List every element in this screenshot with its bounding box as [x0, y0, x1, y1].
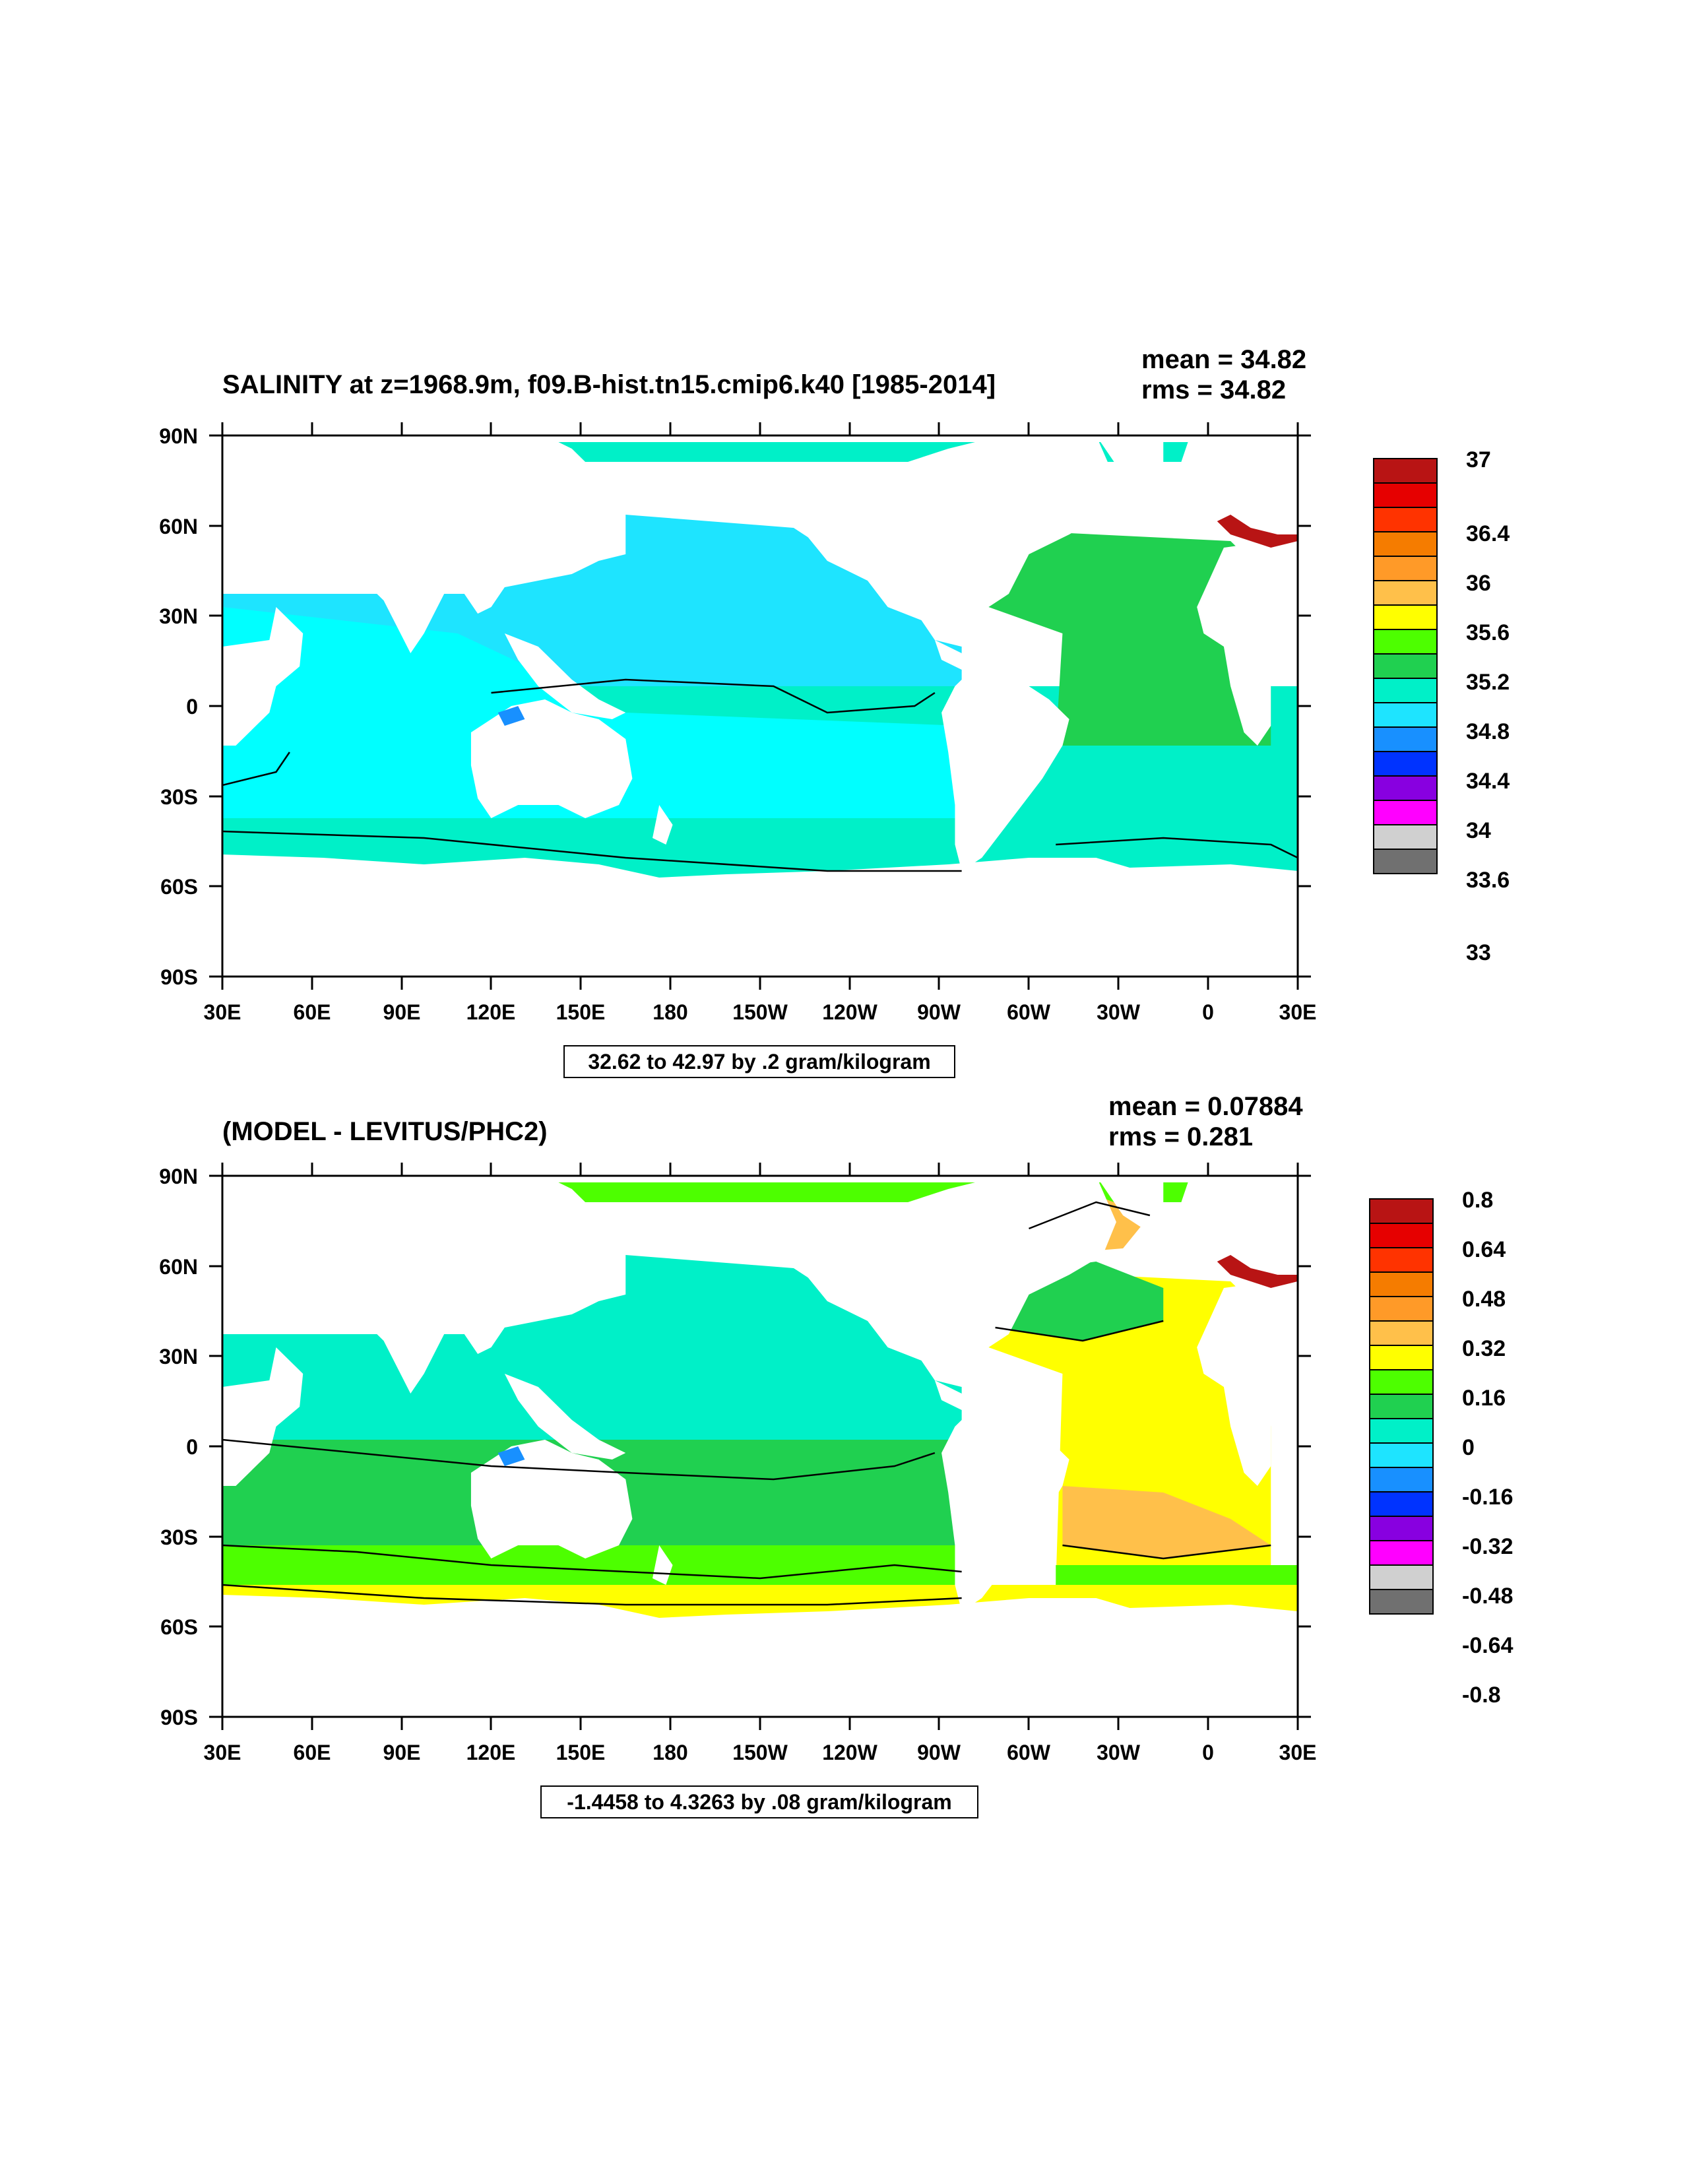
svg-text:30S: 30S [160, 1526, 198, 1549]
svg-text:-0.48: -0.48 [1462, 1584, 1514, 1609]
svg-text:-0.16: -0.16 [1462, 1485, 1514, 1510]
colorbar-labels: 0.8 0.64 0.48 0.32 0.16 0 -0.16 -0.32 -0… [1462, 1188, 1514, 1708]
mediterranean-high [1217, 515, 1298, 548]
svg-text:60W: 60W [1007, 1741, 1051, 1764]
svg-text:-0.32: -0.32 [1462, 1534, 1514, 1559]
lon-ticks [209, 1163, 1311, 1730]
svg-text:60E: 60E [294, 1000, 331, 1024]
svg-text:36: 36 [1466, 571, 1491, 596]
svg-text:90S: 90S [160, 965, 198, 989]
panel-title: SALINITY at z=1968.9m, f09.B-hist.tn15.c… [222, 370, 996, 399]
svg-text:0.16: 0.16 [1462, 1386, 1506, 1411]
svg-text:0.32: 0.32 [1462, 1336, 1506, 1361]
svg-text:120E: 120E [466, 1741, 516, 1764]
mean-label: mean = 34.82 [1141, 345, 1306, 374]
panel-title: (MODEL - LEVITUS/PHC2) [222, 1117, 548, 1146]
svg-text:30E: 30E [204, 1000, 241, 1024]
svg-text:30N: 30N [159, 1345, 198, 1368]
svg-text:0: 0 [186, 1435, 198, 1459]
salinity-map [222, 435, 1298, 977]
svg-text:30E: 30E [204, 1741, 241, 1764]
atlantic-ocean [961, 528, 1271, 746]
svg-text:150W: 150W [732, 1741, 788, 1764]
svg-text:35.2: 35.2 [1466, 670, 1510, 695]
lat-labels: 90N 60N 30N 0 30S 60S 90S [159, 1165, 198, 1729]
lat-labels: 90N 60N 30N 0 30S 60S 90S [159, 424, 198, 989]
svg-text:-0.8: -0.8 [1462, 1683, 1501, 1708]
svg-text:0.48: 0.48 [1462, 1287, 1506, 1312]
svg-text:30E: 30E [1279, 1000, 1317, 1024]
svg-text:30E: 30E [1279, 1741, 1317, 1764]
svg-text:34.8: 34.8 [1466, 719, 1510, 744]
svg-text:90W: 90W [917, 1000, 961, 1024]
svg-text:120W: 120W [822, 1000, 877, 1024]
svg-text:150E: 150E [556, 1000, 606, 1024]
lon-ticks [209, 422, 1311, 990]
svg-text:33: 33 [1466, 940, 1491, 965]
svg-text:60N: 60N [159, 1255, 198, 1279]
svg-text:34: 34 [1466, 818, 1491, 843]
difference-map [222, 1176, 1298, 1717]
svg-text:-0.64: -0.64 [1462, 1633, 1514, 1658]
svg-text:0: 0 [186, 695, 198, 719]
range-label: 32.62 to 42.97 by .2 gram/kilogram [588, 1050, 930, 1074]
svg-text:120W: 120W [822, 1741, 877, 1764]
svg-text:33.6: 33.6 [1466, 868, 1510, 893]
colorbar-labels: 37 36.4 36 35.6 35.2 34.8 34.4 34 33.6 3… [1466, 447, 1510, 965]
range-label: -1.4458 to 4.3263 by .08 gram/kilogram [567, 1790, 951, 1814]
range-box [540, 1785, 978, 1818]
panel-salinity: SALINITY at z=1968.9m, f09.B-hist.tn15.c… [159, 345, 1510, 1078]
svg-text:30W: 30W [1097, 1741, 1141, 1764]
svg-text:35.6: 35.6 [1466, 620, 1510, 645]
svg-text:90S: 90S [160, 1706, 198, 1729]
rms-label: rms = 0.281 [1108, 1122, 1253, 1151]
svg-text:180: 180 [653, 1000, 687, 1024]
svg-text:90W: 90W [917, 1741, 961, 1764]
svg-text:150E: 150E [556, 1741, 606, 1764]
svg-text:60W: 60W [1007, 1000, 1051, 1024]
svg-text:30W: 30W [1097, 1000, 1141, 1024]
panel-difference: (MODEL - LEVITUS/PHC2) mean = 0.07884 rm… [159, 1092, 1514, 1818]
svg-text:120E: 120E [466, 1000, 516, 1024]
lon-labels: 30E 60E 90E 120E 150E 180 150W 120W 90W … [204, 1000, 1317, 1024]
svg-text:90E: 90E [383, 1741, 421, 1764]
lon-labels: 30E 60E 90E 120E 150E 180 150W 120W 90W … [204, 1741, 1317, 1764]
svg-text:0: 0 [1462, 1435, 1475, 1460]
svg-text:0.64: 0.64 [1462, 1237, 1506, 1262]
svg-text:90E: 90E [383, 1000, 421, 1024]
rms-label: rms = 34.82 [1141, 375, 1286, 404]
svg-text:90N: 90N [159, 424, 198, 448]
svg-text:0.8: 0.8 [1462, 1188, 1493, 1213]
svg-text:60N: 60N [159, 515, 198, 538]
svg-text:90N: 90N [159, 1165, 198, 1188]
svg-text:60S: 60S [160, 875, 198, 899]
colorbar-salinity [1373, 458, 1438, 874]
svg-text:30S: 30S [160, 785, 198, 809]
svg-text:180: 180 [653, 1741, 687, 1764]
svg-text:150W: 150W [732, 1000, 788, 1024]
colorbar-difference [1369, 1198, 1434, 1615]
svg-text:30N: 30N [159, 604, 198, 628]
svg-text:0: 0 [1202, 1741, 1214, 1764]
svg-text:60S: 60S [160, 1615, 198, 1639]
svg-text:36.4: 36.4 [1466, 521, 1510, 546]
svg-text:0: 0 [1202, 1000, 1214, 1024]
mean-label: mean = 0.07884 [1108, 1092, 1303, 1121]
range-box [563, 1045, 955, 1078]
svg-text:34.4: 34.4 [1466, 769, 1510, 794]
svg-text:37: 37 [1466, 447, 1491, 472]
svg-text:60E: 60E [294, 1741, 331, 1764]
